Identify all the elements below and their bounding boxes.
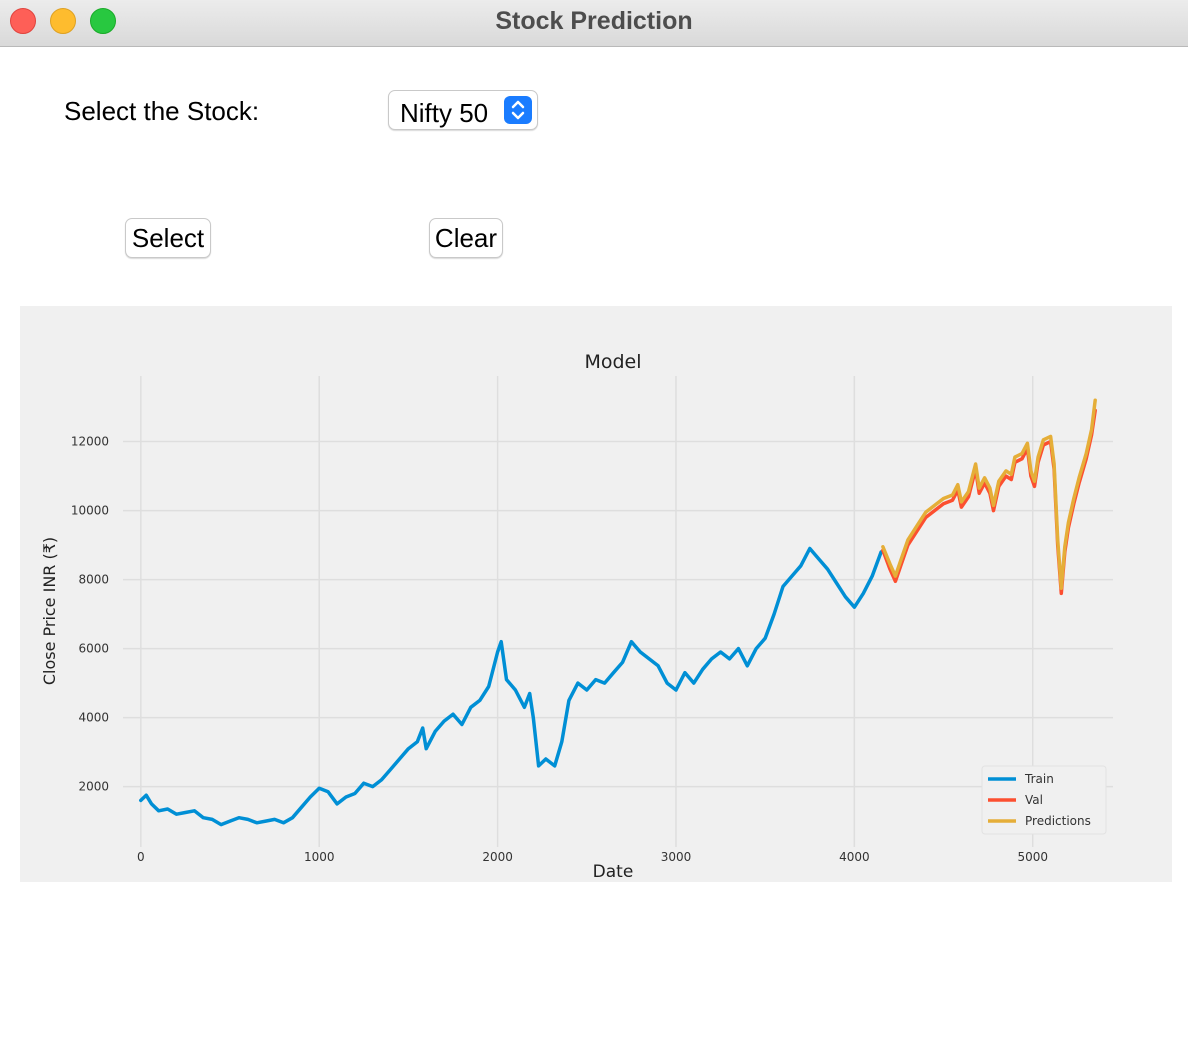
chart-area: 0 1000 2000 3000 4000 5000 2000 4000 6000 8000 10… [20,306,1172,882]
x-axis-label: Date [593,862,634,882]
y-tick-label: 4000 [78,711,109,725]
model-chart: 0 1000 2000 3000 4000 5000 2000 4000 6000 8000 10… [40,351,1113,882]
legend-label: Train [1024,772,1054,786]
y-tick-label: 12000 [71,435,109,449]
series-line-train [139,546,883,827]
chart-series [139,398,1097,827]
window-title: Stock Prediction [495,7,693,35]
zoom-window-button[interactable] [90,8,116,34]
y-tick-label: 6000 [78,642,109,656]
chart-title: Model [584,351,641,373]
y-axis-ticks: 2000 4000 6000 8000 10000 12000 [71,435,109,794]
legend-label: Predictions [1025,814,1091,828]
close-window-button[interactable] [10,8,36,34]
series-line-predictions [881,398,1097,590]
clear-button[interactable]: Clear [429,218,503,258]
x-tick-label: 5000 [1017,850,1048,864]
y-axis-label: Close Price INR (₹) [40,537,59,685]
stock-select[interactable]: Nifty 50 [388,90,538,130]
select-button[interactable]: Select [125,218,211,258]
title-bar: Stock Prediction [0,0,1188,47]
chart-grid [123,376,1113,847]
y-tick-label: 8000 [78,573,109,587]
x-tick-label: 1000 [304,850,335,864]
x-axis-ticks: 0 1000 2000 3000 4000 5000 [137,850,1048,864]
y-tick-label: 2000 [78,780,109,794]
x-tick-label: 3000 [661,850,692,864]
x-tick-label: 0 [137,850,145,864]
legend-box [981,765,1107,835]
updown-chevron-icon[interactable] [504,96,532,124]
legend-label: Val [1025,793,1043,807]
x-tick-label: 4000 [839,850,870,864]
x-tick-label: 2000 [482,850,513,864]
minimize-window-button[interactable] [50,8,76,34]
stock-label: Select the Stock: [64,96,260,126]
stock-select-value: Nifty 50 [400,98,489,128]
chart-legend: Train Val Predictions [981,765,1107,835]
y-tick-label: 10000 [71,504,109,518]
